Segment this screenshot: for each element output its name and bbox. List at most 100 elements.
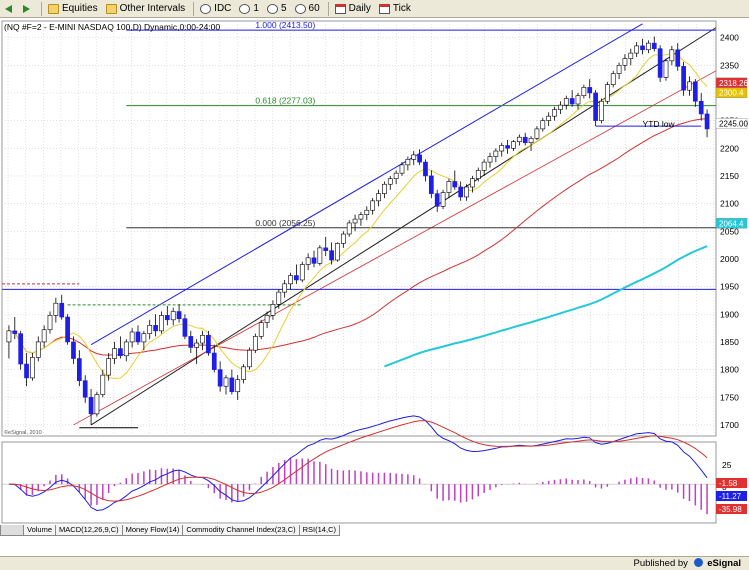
toolbar-button-5[interactable]: 5	[264, 1, 290, 17]
price-flag	[715, 118, 748, 129]
candle-body	[393, 172, 399, 180]
candle	[317, 245, 323, 266]
tab-commodity-channel-index[interactable]: Commodity Channel Index(23,C)	[182, 525, 300, 536]
candle-body	[663, 60, 669, 78]
candle	[88, 388, 94, 425]
price-flag	[715, 87, 748, 98]
toolbar-button-equities[interactable]: Equities	[45, 1, 101, 17]
toolbar-button-tick[interactable]: Tick	[376, 1, 414, 17]
candle	[581, 84, 587, 99]
candle-body	[352, 218, 358, 224]
candle-body	[53, 302, 59, 316]
price-chart: 1700 1750 1800 1850 1900 1950 2000 2050 2100 2150…	[0, 18, 749, 525]
candle	[387, 175, 393, 190]
candle-body	[346, 222, 352, 235]
tab-scroll[interactable]	[0, 525, 24, 536]
candle-body	[434, 193, 440, 207]
toolbar-button-daily[interactable]: Daily	[332, 1, 374, 17]
price-flag-label: 2318.26	[719, 79, 748, 88]
candle-body	[569, 98, 575, 105]
candle-body	[593, 92, 598, 121]
y-tick-label: 1800	[720, 365, 739, 375]
toolbar-label: Other Intervals	[119, 3, 186, 14]
candle	[681, 61, 686, 96]
toolbar-button-other-intervals[interactable]: Other Intervals	[103, 1, 189, 17]
candle	[340, 231, 346, 248]
macd-line	[8, 415, 708, 512]
candle	[100, 369, 106, 398]
tab-rsi[interactable]: RSI(14,C)	[298, 525, 340, 536]
trend-line-lower	[73, 70, 717, 426]
candle-body	[71, 341, 76, 359]
toolbar-button-1[interactable]: 1	[236, 1, 262, 17]
candle-body	[376, 193, 381, 202]
tab-volume[interactable]: Volume	[23, 525, 57, 536]
candle	[229, 369, 235, 395]
candle	[522, 132, 528, 146]
candle-body	[558, 104, 563, 110]
candle-body	[65, 316, 70, 343]
candle	[698, 92, 704, 121]
candle-body	[440, 192, 446, 207]
fib-level-label: 1.000 (2413.50)	[255, 20, 315, 30]
candle-body	[511, 141, 516, 149]
candle	[511, 139, 516, 152]
clock-icon	[239, 3, 251, 14]
y-tick-label: 2100	[720, 199, 739, 209]
y-tick-label: 2050	[720, 226, 739, 236]
candle	[200, 330, 205, 351]
candle-body	[311, 257, 317, 264]
candle	[311, 250, 317, 268]
candle-body	[188, 336, 194, 348]
toolbar-button-idc[interactable]: IDC	[197, 1, 234, 17]
candle	[170, 307, 176, 326]
esignal-logo-icon	[693, 558, 703, 567]
toolbar-button-60[interactable]: 60	[292, 1, 323, 17]
candle-body	[323, 247, 329, 251]
candle	[258, 319, 264, 340]
candle-body	[47, 315, 53, 331]
candle-body	[522, 136, 528, 144]
candle	[41, 325, 47, 348]
candle	[276, 289, 282, 309]
toolbar-label: Daily	[348, 3, 371, 14]
candle-body	[687, 81, 692, 91]
tab-money-flow[interactable]: Money Flow(14)	[121, 525, 184, 536]
candle	[147, 319, 153, 340]
candle-body	[294, 275, 299, 281]
tab-macd[interactable]: MACD(12,26,9,C)	[55, 525, 123, 536]
candle-body	[487, 156, 493, 163]
y-tick-label: 2400	[720, 33, 739, 43]
candle-body	[6, 330, 12, 343]
y-tick-label: 1750	[720, 392, 739, 402]
candle	[540, 117, 546, 132]
candle	[194, 339, 200, 365]
candle-body	[358, 214, 364, 220]
candle	[294, 264, 299, 284]
toolbar-button-forward-arrow[interactable]	[20, 1, 36, 17]
candle-body	[370, 200, 376, 211]
candle	[604, 81, 610, 104]
candle	[118, 336, 123, 359]
candle	[575, 92, 581, 110]
toolbar-label: 5	[280, 3, 287, 14]
candle	[35, 336, 41, 362]
candle	[452, 170, 458, 190]
candle	[440, 189, 446, 210]
candle	[616, 62, 622, 80]
candle	[558, 101, 563, 114]
candle-body	[123, 341, 129, 357]
price-flag-label: 2245.00	[719, 119, 748, 128]
toolbar-button-back-arrow[interactable]	[2, 1, 18, 17]
candle	[622, 54, 628, 71]
y-tick-label: 2150	[720, 171, 739, 181]
candle	[528, 136, 534, 152]
candle-body	[182, 318, 188, 337]
candle-body	[505, 145, 510, 149]
candle-body	[575, 95, 581, 105]
candle	[628, 48, 634, 66]
y-tick-label: 1900	[720, 309, 739, 319]
candle	[434, 189, 440, 212]
y-tick-label: 2200	[720, 143, 739, 153]
candle-body	[112, 348, 117, 359]
